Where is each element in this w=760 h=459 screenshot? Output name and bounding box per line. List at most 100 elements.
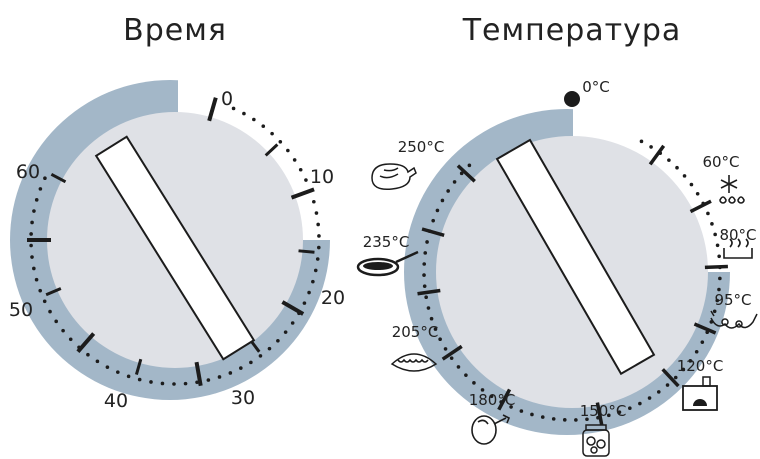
time-dot (278, 139, 283, 144)
time-dot (42, 299, 47, 304)
time-dot (29, 243, 33, 248)
proofing-icon (710, 310, 758, 329)
temp-dot (701, 201, 705, 206)
time-dot (252, 117, 256, 122)
temp-dot (688, 359, 693, 363)
temp-dot (426, 306, 431, 310)
time-major-tick (76, 332, 96, 354)
time-dot (304, 178, 308, 182)
time-minor-tick (50, 172, 67, 184)
time-dot (32, 266, 36, 271)
temp-dot (480, 388, 485, 392)
time-dot (126, 374, 131, 379)
temp-dot (710, 222, 714, 226)
time-dot (30, 255, 34, 259)
chicken-icon (371, 163, 417, 191)
time-dot (314, 211, 319, 215)
temp-dot (459, 171, 464, 176)
temp-tick (704, 264, 728, 270)
defrost-icon (719, 175, 745, 204)
temp-dot (425, 240, 429, 244)
temp-tick (689, 199, 712, 214)
temp-dot (422, 273, 426, 277)
time-dot (86, 352, 90, 357)
temp-label-60: 60°C (702, 153, 739, 171)
time-dot (313, 268, 318, 273)
temp-tick (456, 164, 476, 183)
time-dot (239, 366, 243, 370)
temp-scale (417, 144, 728, 426)
time-dot (292, 158, 297, 162)
time-dot (270, 131, 274, 136)
time-dot (38, 288, 43, 293)
temp-dot (519, 409, 524, 413)
temp-dot (647, 396, 652, 400)
time-dot (315, 257, 320, 261)
time-dot (228, 371, 233, 375)
temp-label-120: 120°C (677, 357, 724, 375)
temp-dot (673, 375, 678, 380)
time-dot (32, 209, 36, 213)
temp-dot (712, 309, 717, 314)
temp-label-0: 0°C (582, 78, 610, 96)
temp-dot (499, 400, 503, 404)
time-dot (105, 365, 110, 369)
temp-dot (427, 229, 432, 234)
time-dial[interactable]: 0 10 20 30 40 50 60 (9, 70, 345, 412)
time-dot (308, 188, 313, 193)
time-dots (29, 106, 321, 386)
temp-label-205: 205°C (392, 323, 439, 341)
time-dot (43, 176, 47, 181)
time-dot (242, 111, 246, 116)
time-dot (317, 245, 321, 250)
temp-dot (607, 413, 611, 418)
temp-knob-grip[interactable] (495, 138, 656, 376)
time-major-tick (194, 361, 203, 387)
temp-dot (509, 405, 513, 409)
temp-dot (585, 417, 589, 422)
time-dot (311, 279, 315, 284)
temp-dot (596, 415, 600, 420)
time-dot (38, 187, 43, 191)
temp-dot (639, 139, 644, 144)
temp-dot (681, 367, 686, 372)
temp-dot (667, 158, 671, 162)
time-minor-tick (298, 249, 315, 254)
temp-dot (467, 163, 472, 168)
temp-dot (718, 265, 722, 270)
time-dot (267, 346, 272, 351)
temp-dot (649, 145, 653, 149)
time-dot (312, 199, 316, 204)
temp-dot (638, 401, 642, 406)
temp-tick (421, 227, 445, 238)
time-dot (54, 319, 58, 324)
temp-tick (595, 402, 604, 426)
temp-label-150: 150°C (580, 402, 627, 420)
time-dot (283, 330, 288, 334)
temp-dot (628, 406, 632, 411)
temp-dot (675, 165, 679, 170)
temperature-dial[interactable]: 0°C 60°C 80°C 95°C 120°C 150°C 180°C 205… (356, 78, 760, 457)
temp-dot (694, 349, 699, 354)
frying-pan-icon (356, 250, 419, 277)
time-minor-tick (134, 358, 143, 375)
time-knob-grip[interactable] (94, 135, 256, 361)
warming-icon (723, 238, 753, 259)
temp-dot (718, 276, 722, 281)
temp-tick (441, 344, 463, 361)
temp-dot (440, 198, 445, 203)
temp-tick (497, 388, 512, 411)
temp-dot (713, 232, 717, 237)
time-major-tick (207, 97, 218, 122)
time-dot (30, 220, 34, 225)
time-dot (34, 198, 39, 202)
oven-icon (682, 376, 718, 411)
time-dot (77, 345, 81, 350)
temp-dot (715, 243, 720, 248)
temp-dot (656, 390, 661, 394)
time-dot (48, 309, 52, 314)
time-dot (61, 328, 65, 333)
time-dot (316, 222, 320, 227)
temp-tick (661, 368, 680, 388)
temp-dot (446, 189, 450, 193)
